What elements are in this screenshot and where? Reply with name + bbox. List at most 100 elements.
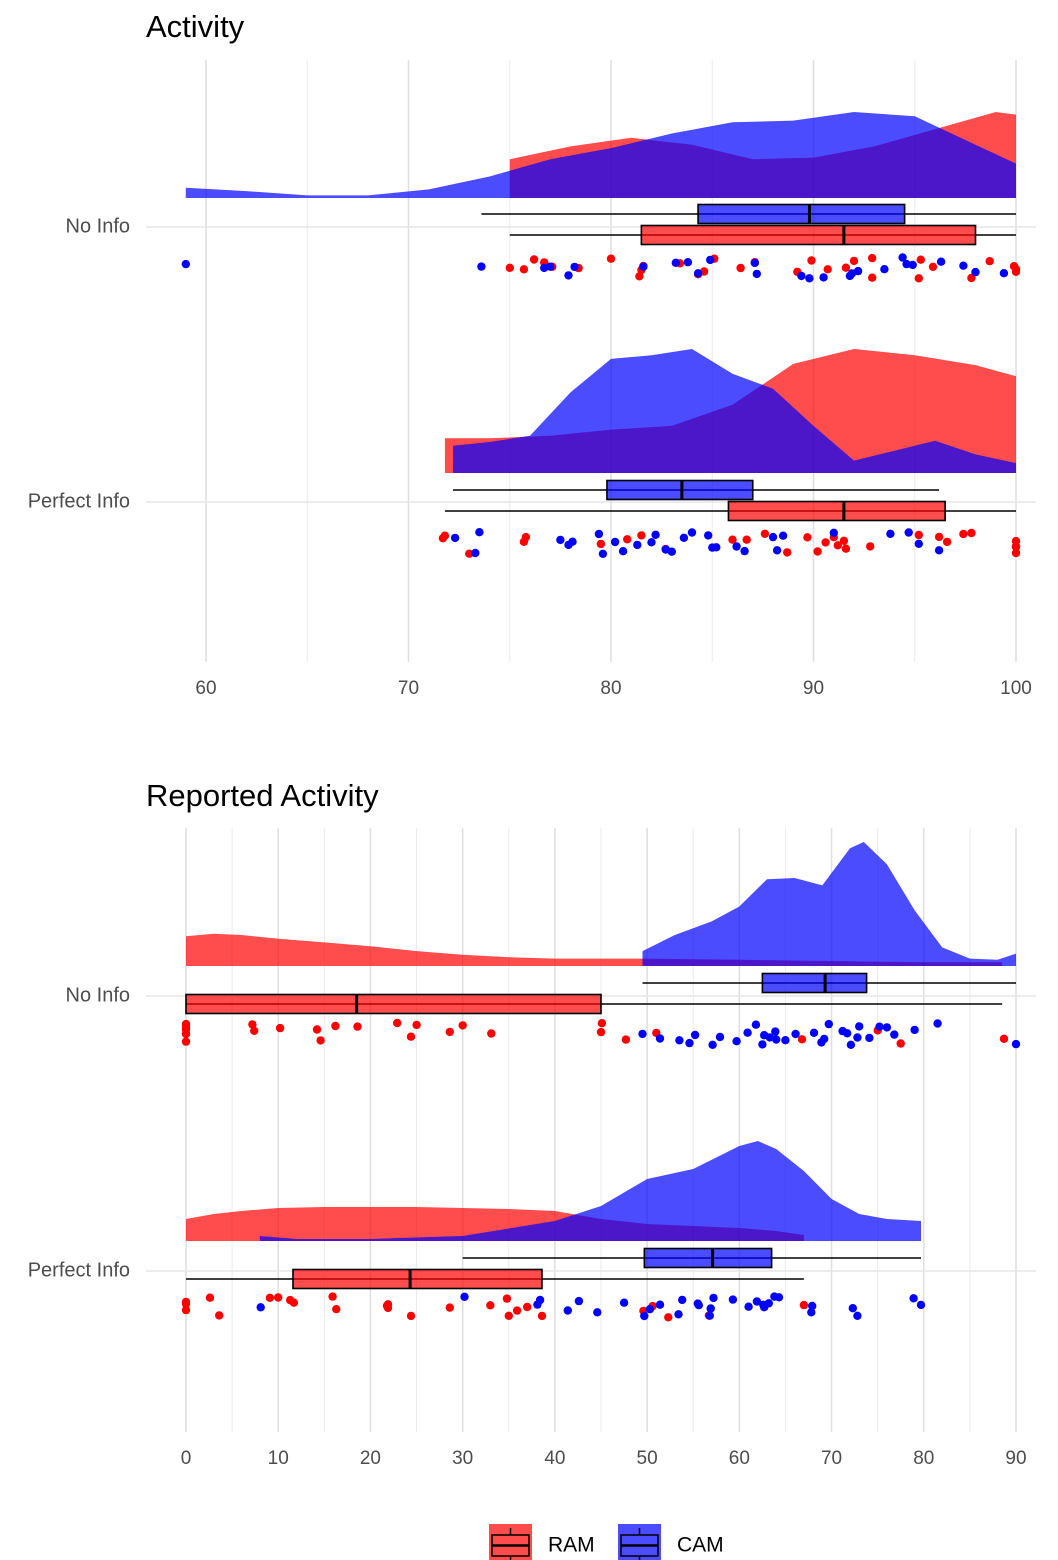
data-point-cam [679,533,689,542]
data-point-ram [502,1294,512,1303]
data-point-ram [181,1305,191,1315]
data-point-ram [868,253,877,263]
y-axis: No Info Perfect Info [28,984,130,1281]
data-point-cam [820,1034,829,1044]
density-clouds [186,842,1016,1241]
data-point-cam [824,1019,833,1029]
data-point-cam [908,260,917,270]
data-point-cam [768,532,778,542]
x-tick-label: 70 [821,1448,842,1469]
data-point-cam [774,1293,784,1302]
data-point-cam [797,271,806,281]
data-point-ram [445,1303,454,1312]
data-point-ram [383,1303,393,1313]
data-point-cam [593,1308,602,1317]
x-tick-label: 30 [452,1448,473,1469]
data-point-ram [916,255,925,264]
data-point-ram [736,263,745,273]
data-point-ram [406,1311,416,1321]
data-point-ram [316,1036,325,1045]
data-point-cam [933,1019,942,1028]
data-point-cam [655,1034,665,1043]
data-point-cam [853,266,863,276]
data-point-cam [916,1300,926,1310]
data-point-cam [256,1303,265,1312]
data-point-cam [556,535,565,545]
data-point-ram [797,1035,807,1044]
data-point-cam [610,537,620,547]
data-point-cam [475,528,484,537]
data-point-cam [846,1040,856,1050]
data-point-ram [839,536,849,545]
data-point-cam [898,253,907,262]
data-point-cam [638,1029,647,1039]
data-point-ram [833,541,842,550]
data-point-cam [706,255,715,265]
data-point-cam [732,542,741,551]
data-point-cam [651,530,660,539]
data-point-ram [896,1039,905,1048]
data-point-cam [758,1040,767,1049]
x-tick-label: 0 [181,1448,192,1469]
data-point-ram [596,539,606,549]
x-tick-label: 90 [1005,1448,1026,1469]
data-point-ram [328,1292,337,1301]
data-point-cam [732,1037,741,1046]
data-point-cam [678,1295,687,1305]
data-point-cam [704,531,713,540]
data-point-cam [563,1306,572,1315]
data-point-ram [332,1305,341,1314]
data-point-cam [690,1030,700,1040]
box [185,993,602,1015]
data-point-cam [640,1311,649,1321]
x-axis: 60 70 80 90 100 [195,678,1031,699]
data-point-ram [728,535,737,544]
data-point-ram [440,531,450,540]
data-point-cam [904,528,913,537]
data-point-cam [771,1027,780,1036]
data-point-ram [635,272,644,281]
data-point-ram [934,532,944,542]
legend: RAM CAM [489,1524,724,1560]
data-point-cam [751,1020,761,1029]
boxplot-ram [444,500,1016,522]
data-point-cam [594,529,604,539]
data-point-cam [875,1022,884,1031]
data-point-cam [752,269,761,279]
data-point-cam [902,259,911,269]
data-point-cam [546,262,555,271]
data-point-ram [353,1022,362,1031]
x-tick-label: 20 [360,1448,381,1469]
data-point-cam [674,1310,683,1319]
data-point-cam [471,548,480,558]
data-point-cam [882,1023,892,1032]
data-point-cam [667,547,676,556]
data-point-cam [791,1029,800,1039]
data-point-ram [799,1300,809,1310]
data-point-ram [519,265,529,274]
data-point-ram [621,1035,631,1044]
data-point-cam [671,258,680,267]
x-tick-label: 90 [803,678,824,699]
data-point-cam [715,1032,725,1042]
data-point-ram [504,1311,513,1321]
data-point-ram [849,256,859,266]
data-point-cam [778,531,788,540]
data-point-cam [618,547,628,556]
data-point-ram [967,273,976,283]
box [697,203,906,225]
data-point-cam [675,1036,684,1045]
y-tick-label: No Info [66,215,130,237]
data-point-cam [728,1295,738,1304]
data-point-cam [999,269,1009,278]
data-point-cam [909,1294,918,1303]
boxplot-cam [453,479,940,501]
data-point-ram [393,1018,402,1028]
data-point-cam [460,1292,469,1302]
data-point-cam [598,549,608,558]
data-point-cam [764,1299,773,1308]
data-point-ram [942,537,952,547]
data-point-cam [683,258,693,267]
data-point-cam [647,538,656,547]
